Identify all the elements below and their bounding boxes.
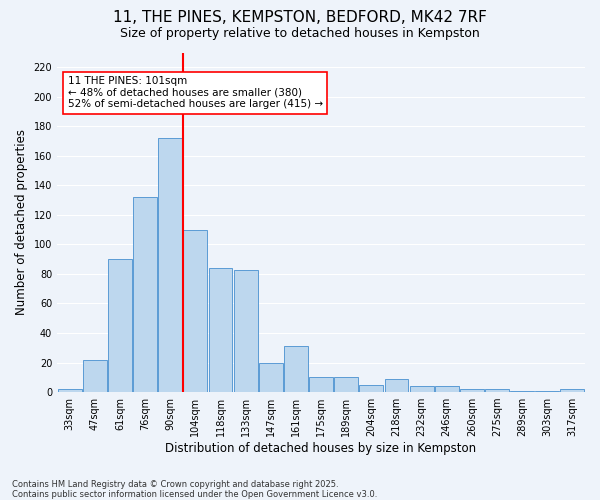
Bar bbox=[184, 230, 207, 392]
Bar bbox=[58, 389, 82, 392]
Bar bbox=[359, 384, 383, 392]
Bar bbox=[410, 386, 434, 392]
Bar bbox=[233, 270, 257, 392]
Text: Contains public sector information licensed under the Open Government Licence v3: Contains public sector information licen… bbox=[12, 490, 377, 499]
Text: Size of property relative to detached houses in Kempston: Size of property relative to detached ho… bbox=[120, 28, 480, 40]
Bar bbox=[460, 389, 484, 392]
Bar bbox=[284, 346, 308, 392]
Bar bbox=[158, 138, 182, 392]
Text: 11, THE PINES, KEMPSTON, BEDFORD, MK42 7RF: 11, THE PINES, KEMPSTON, BEDFORD, MK42 7… bbox=[113, 10, 487, 25]
Bar bbox=[133, 197, 157, 392]
Bar bbox=[385, 379, 409, 392]
Bar bbox=[83, 360, 107, 392]
Text: Contains HM Land Registry data © Crown copyright and database right 2025.: Contains HM Land Registry data © Crown c… bbox=[12, 480, 338, 489]
Bar bbox=[259, 362, 283, 392]
Bar bbox=[209, 268, 232, 392]
Bar bbox=[309, 378, 333, 392]
Bar bbox=[510, 390, 534, 392]
Bar bbox=[334, 378, 358, 392]
Bar bbox=[108, 259, 132, 392]
X-axis label: Distribution of detached houses by size in Kempston: Distribution of detached houses by size … bbox=[166, 442, 476, 455]
Bar bbox=[535, 390, 559, 392]
Bar bbox=[435, 386, 458, 392]
Y-axis label: Number of detached properties: Number of detached properties bbox=[15, 130, 28, 316]
Bar bbox=[485, 389, 509, 392]
Text: 11 THE PINES: 101sqm
← 48% of detached houses are smaller (380)
52% of semi-deta: 11 THE PINES: 101sqm ← 48% of detached h… bbox=[68, 76, 323, 110]
Bar bbox=[560, 389, 584, 392]
